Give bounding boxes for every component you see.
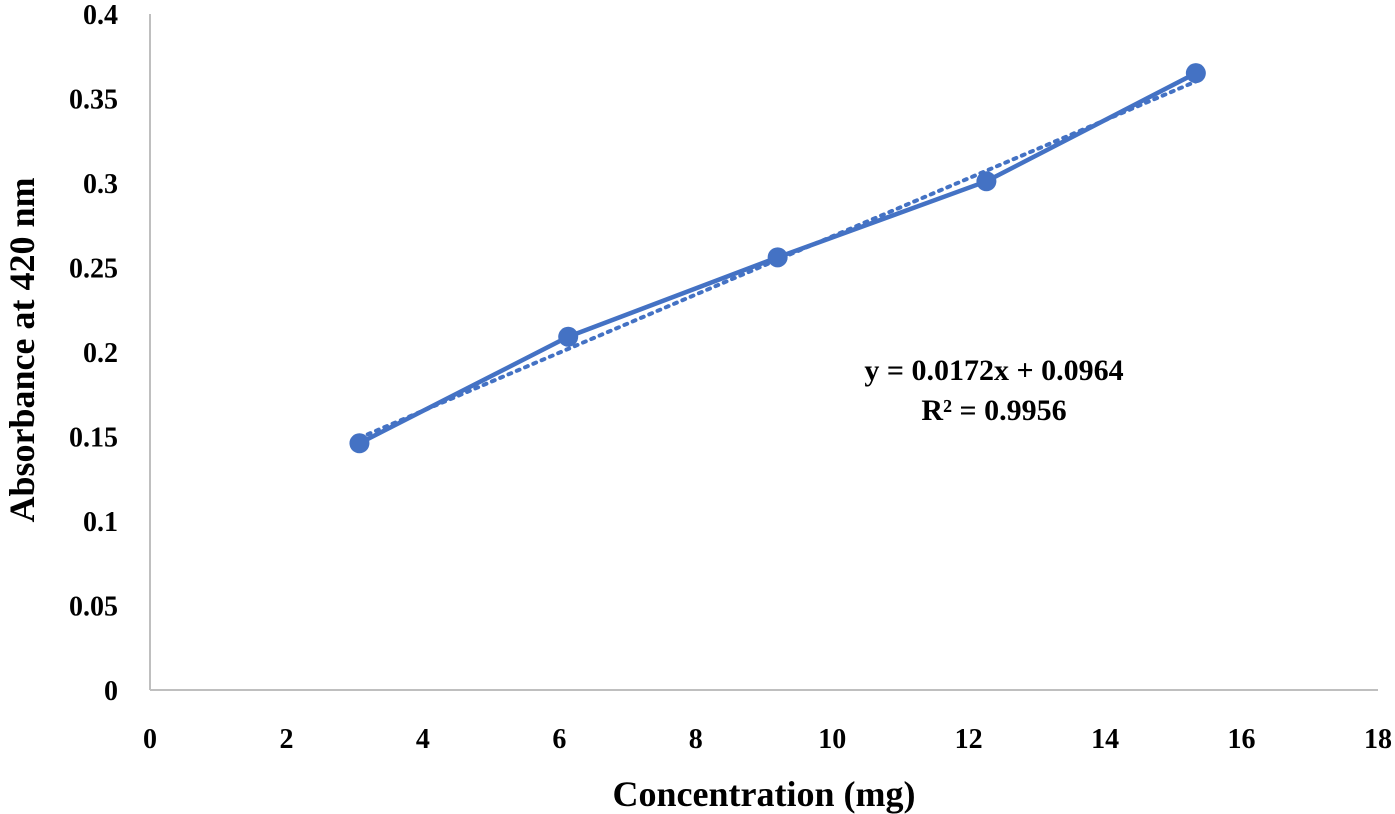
x-axis-title: Concentration (mg) <box>613 774 916 814</box>
x-tick-label: 12 <box>955 724 983 755</box>
y-tick-label: 0.1 <box>83 507 118 538</box>
data-point <box>558 326 579 347</box>
y-tick-label: 0.15 <box>69 423 118 454</box>
x-tick-label: 16 <box>1228 724 1256 755</box>
x-tick-label: 14 <box>1091 724 1119 755</box>
x-tick-label: 4 <box>416 724 430 755</box>
y-tick-label: 0.05 <box>69 592 118 623</box>
y-tick-label: 0.2 <box>83 338 118 369</box>
trendline-r-squared: R² = 0.9956 <box>921 394 1066 427</box>
x-tick-label: 2 <box>279 724 293 755</box>
y-axis-title: Absorbance at 420 nm <box>2 177 42 522</box>
data-point <box>349 433 370 454</box>
x-tick-label: 0 <box>143 724 157 755</box>
y-tick-label: 0.4 <box>83 0 118 31</box>
x-tick-labels: 0 2 4 6 8 10 12 14 16 18 <box>143 724 1392 755</box>
x-tick-label: 10 <box>818 724 846 755</box>
y-tick-label: 0.25 <box>69 254 118 285</box>
x-tick-label: 8 <box>689 724 703 755</box>
data-point <box>976 171 997 192</box>
trendline-equation: y = 0.0172x + 0.0964 <box>864 354 1123 387</box>
y-tick-labels: 0 0.05 0.1 0.15 0.2 0.25 0.3 0.35 0.4 <box>69 0 118 707</box>
data-point <box>1185 63 1206 84</box>
plot-area: 0 0.05 0.1 0.15 0.2 0.25 0.3 0.35 0.4 0 2 4 6 8 10 12 1… <box>69 0 1392 755</box>
y-tick-label: 0 <box>104 676 118 707</box>
y-tick-label: 0.35 <box>69 85 118 116</box>
series-group <box>349 63 1206 454</box>
data-point <box>767 247 788 268</box>
y-tick-label: 0.3 <box>83 169 118 200</box>
x-tick-label: 18 <box>1364 724 1392 755</box>
x-tick-label: 6 <box>552 724 566 755</box>
